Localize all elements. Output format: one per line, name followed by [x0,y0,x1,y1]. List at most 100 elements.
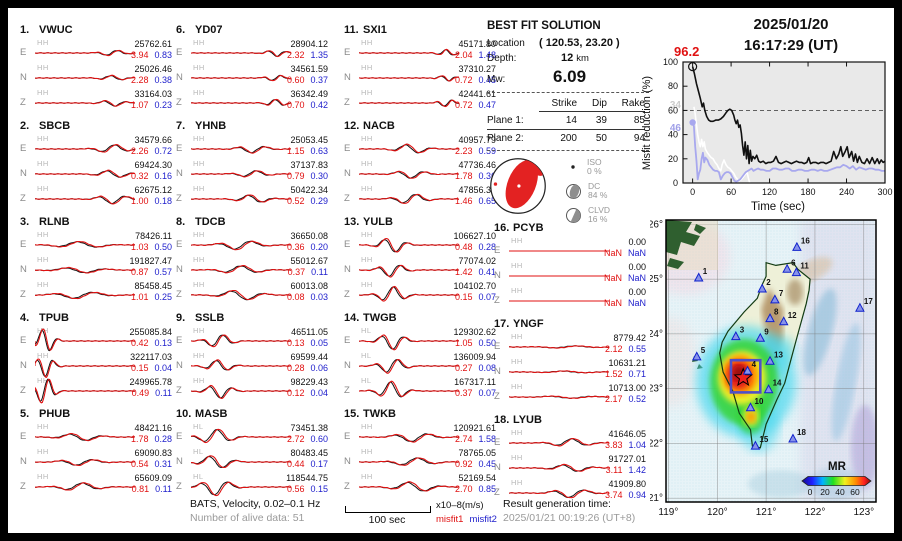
trace-values: 46511.05 0.13 0.05 [260,327,328,349]
station-marker-label: 11 [800,262,809,271]
station-block-NACB: 12. NACB E HH 40957.79 2.23 0.59 N HH [344,120,496,212]
trace-values: 55012.67 0.37 0.11 [260,256,328,278]
component-label: Z [494,391,500,402]
peak-amplitude: 37137.83 [290,160,328,170]
station-block-PCYB: 16. PCYB E HH 0.00 NaN NaN N HH 0 [494,222,646,314]
peak-amplitude: 37310.27 [458,64,496,74]
channel-label: HH [361,88,373,97]
peak-amplitude: 41646.05 [608,429,646,439]
station-marker-label: 12 [788,311,797,320]
peak-amplitude: 69424.30 [134,160,172,170]
waveform-plot [35,358,135,378]
channel-label: HH [37,447,49,456]
station-header: 5. PHUB [20,408,172,422]
station-block-VWUC: 1. VWUC E HH 25762.61 3.94 0.83 N HH [20,24,172,116]
trace-values: 106627.10 0.48 0.28 [428,231,496,253]
iso-icon [571,165,575,169]
white-line-label: 34 [670,100,682,111]
misfit-values: 0.08 0.03 [286,292,328,302]
channel-label: HH [511,236,523,245]
station-header: 13. YULB [344,216,496,230]
plane2-label: Plane 2: [487,133,524,144]
waveform-plot [191,384,291,399]
component-label: Z [20,385,26,396]
misfit-values: 2.04 1.48 [454,50,496,60]
component-label: E [20,239,27,250]
waveform-plot [191,289,291,301]
station-name: SSLB [195,312,225,324]
channel-label: HH [511,357,523,366]
station-number: 5. [20,408,30,420]
channel-label: HH [193,230,205,239]
waveform-plot [509,395,609,399]
component-label: E [344,431,351,442]
station-marker-18 [788,433,798,443]
component-label: Z [344,193,350,204]
trace-values: 85458.45 1.01 0.25 [104,281,172,303]
location-value: ( 120.53, 23.20 ) [539,37,620,49]
lon-tick-label: 123° [853,507,874,518]
station-block-LYUB: 18. LYUB E HH 41646.05 3.83 1.04 N HH [494,414,646,506]
component-row-N: N HH 69090.83 0.54 0.31 [20,447,172,475]
misfit-black-line [691,66,886,165]
station-marker-label: 6 [791,258,796,267]
station-marker-label: 4 [752,360,757,369]
trace-values: 129302.62 1.05 0.50 [428,327,496,349]
component-row-Z: Z HH 0.00 NaN NaN [494,286,646,314]
station-marker-1 [693,272,704,282]
station-name: SBCB [39,120,71,132]
peak-amplitude: 33164.03 [134,89,172,99]
station-name: PHUB [39,408,71,420]
misfit-values: 2.26 0.72 [130,146,172,156]
channel-label: HH [37,280,49,289]
location-row: Location ( 120.53, 23.20 ) [487,37,649,52]
peak-amplitude: 69090.83 [134,448,172,458]
trace-values: 80483.45 0.44 0.17 [260,448,328,470]
misfit-values: 2.17 0.52 [604,394,646,404]
trace-values: 37310.27 0.72 0.45 [428,64,496,86]
component-row-Z: Z HH 98229.43 0.12 0.04 [176,376,328,404]
station-block-TWGB: 14. TWGB E HL 129302.62 1.05 0.50 N HL [344,312,496,404]
station-header: 4. TPUB [20,312,172,326]
peak-amplitude: 0.00 [628,237,646,247]
peak-amplitude: 69599.44 [290,352,328,362]
misfit-values: 0.72 0.47 [454,100,496,110]
misfit-values: 0.54 0.31 [130,459,172,469]
lat-tick-label: 23° [650,384,663,395]
peak-amplitude: 8779.42 [613,333,646,343]
trace-values: 65609.09 0.81 0.11 [104,473,172,495]
station-block-YNGF: 17. YNGF E HH 8779.42 2.12 0.55 N HH [494,318,646,410]
channel-label: HH [193,326,205,335]
peak-amplitude: 52169.54 [458,473,496,483]
station-name: LYUB [513,414,542,426]
waveform-plot [35,49,135,57]
station-marker-label: 8 [774,308,779,317]
trace-values: 34579.66 2.26 0.72 [104,135,172,157]
component-row-N: N HH 91727.01 3.11 1.42 [494,453,646,481]
component-row-N: N HL 80483.45 0.44 0.17 [176,447,328,475]
peak-amplitude: 25053.45 [290,135,328,145]
trace-values: 33164.03 1.07 0.23 [104,89,172,111]
component-row-E: E HH 25762.61 3.94 0.83 [20,38,172,66]
misfit-values: 2.32 1.35 [286,50,328,60]
waveform-plot [191,455,291,469]
station-header: 8. TDCB [176,216,328,230]
misfit2-legend: misfit2 [469,514,497,525]
y-tick-label: 80 [668,81,678,91]
misfit-values: NaN NaN [603,248,646,258]
waveform-plot [191,334,291,348]
epicenter-star [733,367,754,387]
lon-tick-label: 120° [707,507,728,518]
component-label: N [494,366,501,377]
peak-amplitude: 73451.38 [290,423,328,433]
peak-amplitude: 34561.59 [290,64,328,74]
trace-values: 104102.70 0.15 0.07 [428,281,496,303]
misfit-lavender-line [691,122,885,183]
component-row-N: N HH 37310.27 0.72 0.45 [344,63,496,91]
map-axis-labels: 26° 25° 24° 23° 22° 21° 119° 120° 121° 122° 123° [650,219,874,518]
station-header: 15. TWKB [344,408,496,422]
component-row-Z: Z HH 85458.45 1.01 0.25 [20,280,172,308]
component-row-E: E HL 73451.38 2.72 0.60 [176,422,328,450]
component-label: Z [494,487,500,498]
waveform-plot [359,334,459,351]
